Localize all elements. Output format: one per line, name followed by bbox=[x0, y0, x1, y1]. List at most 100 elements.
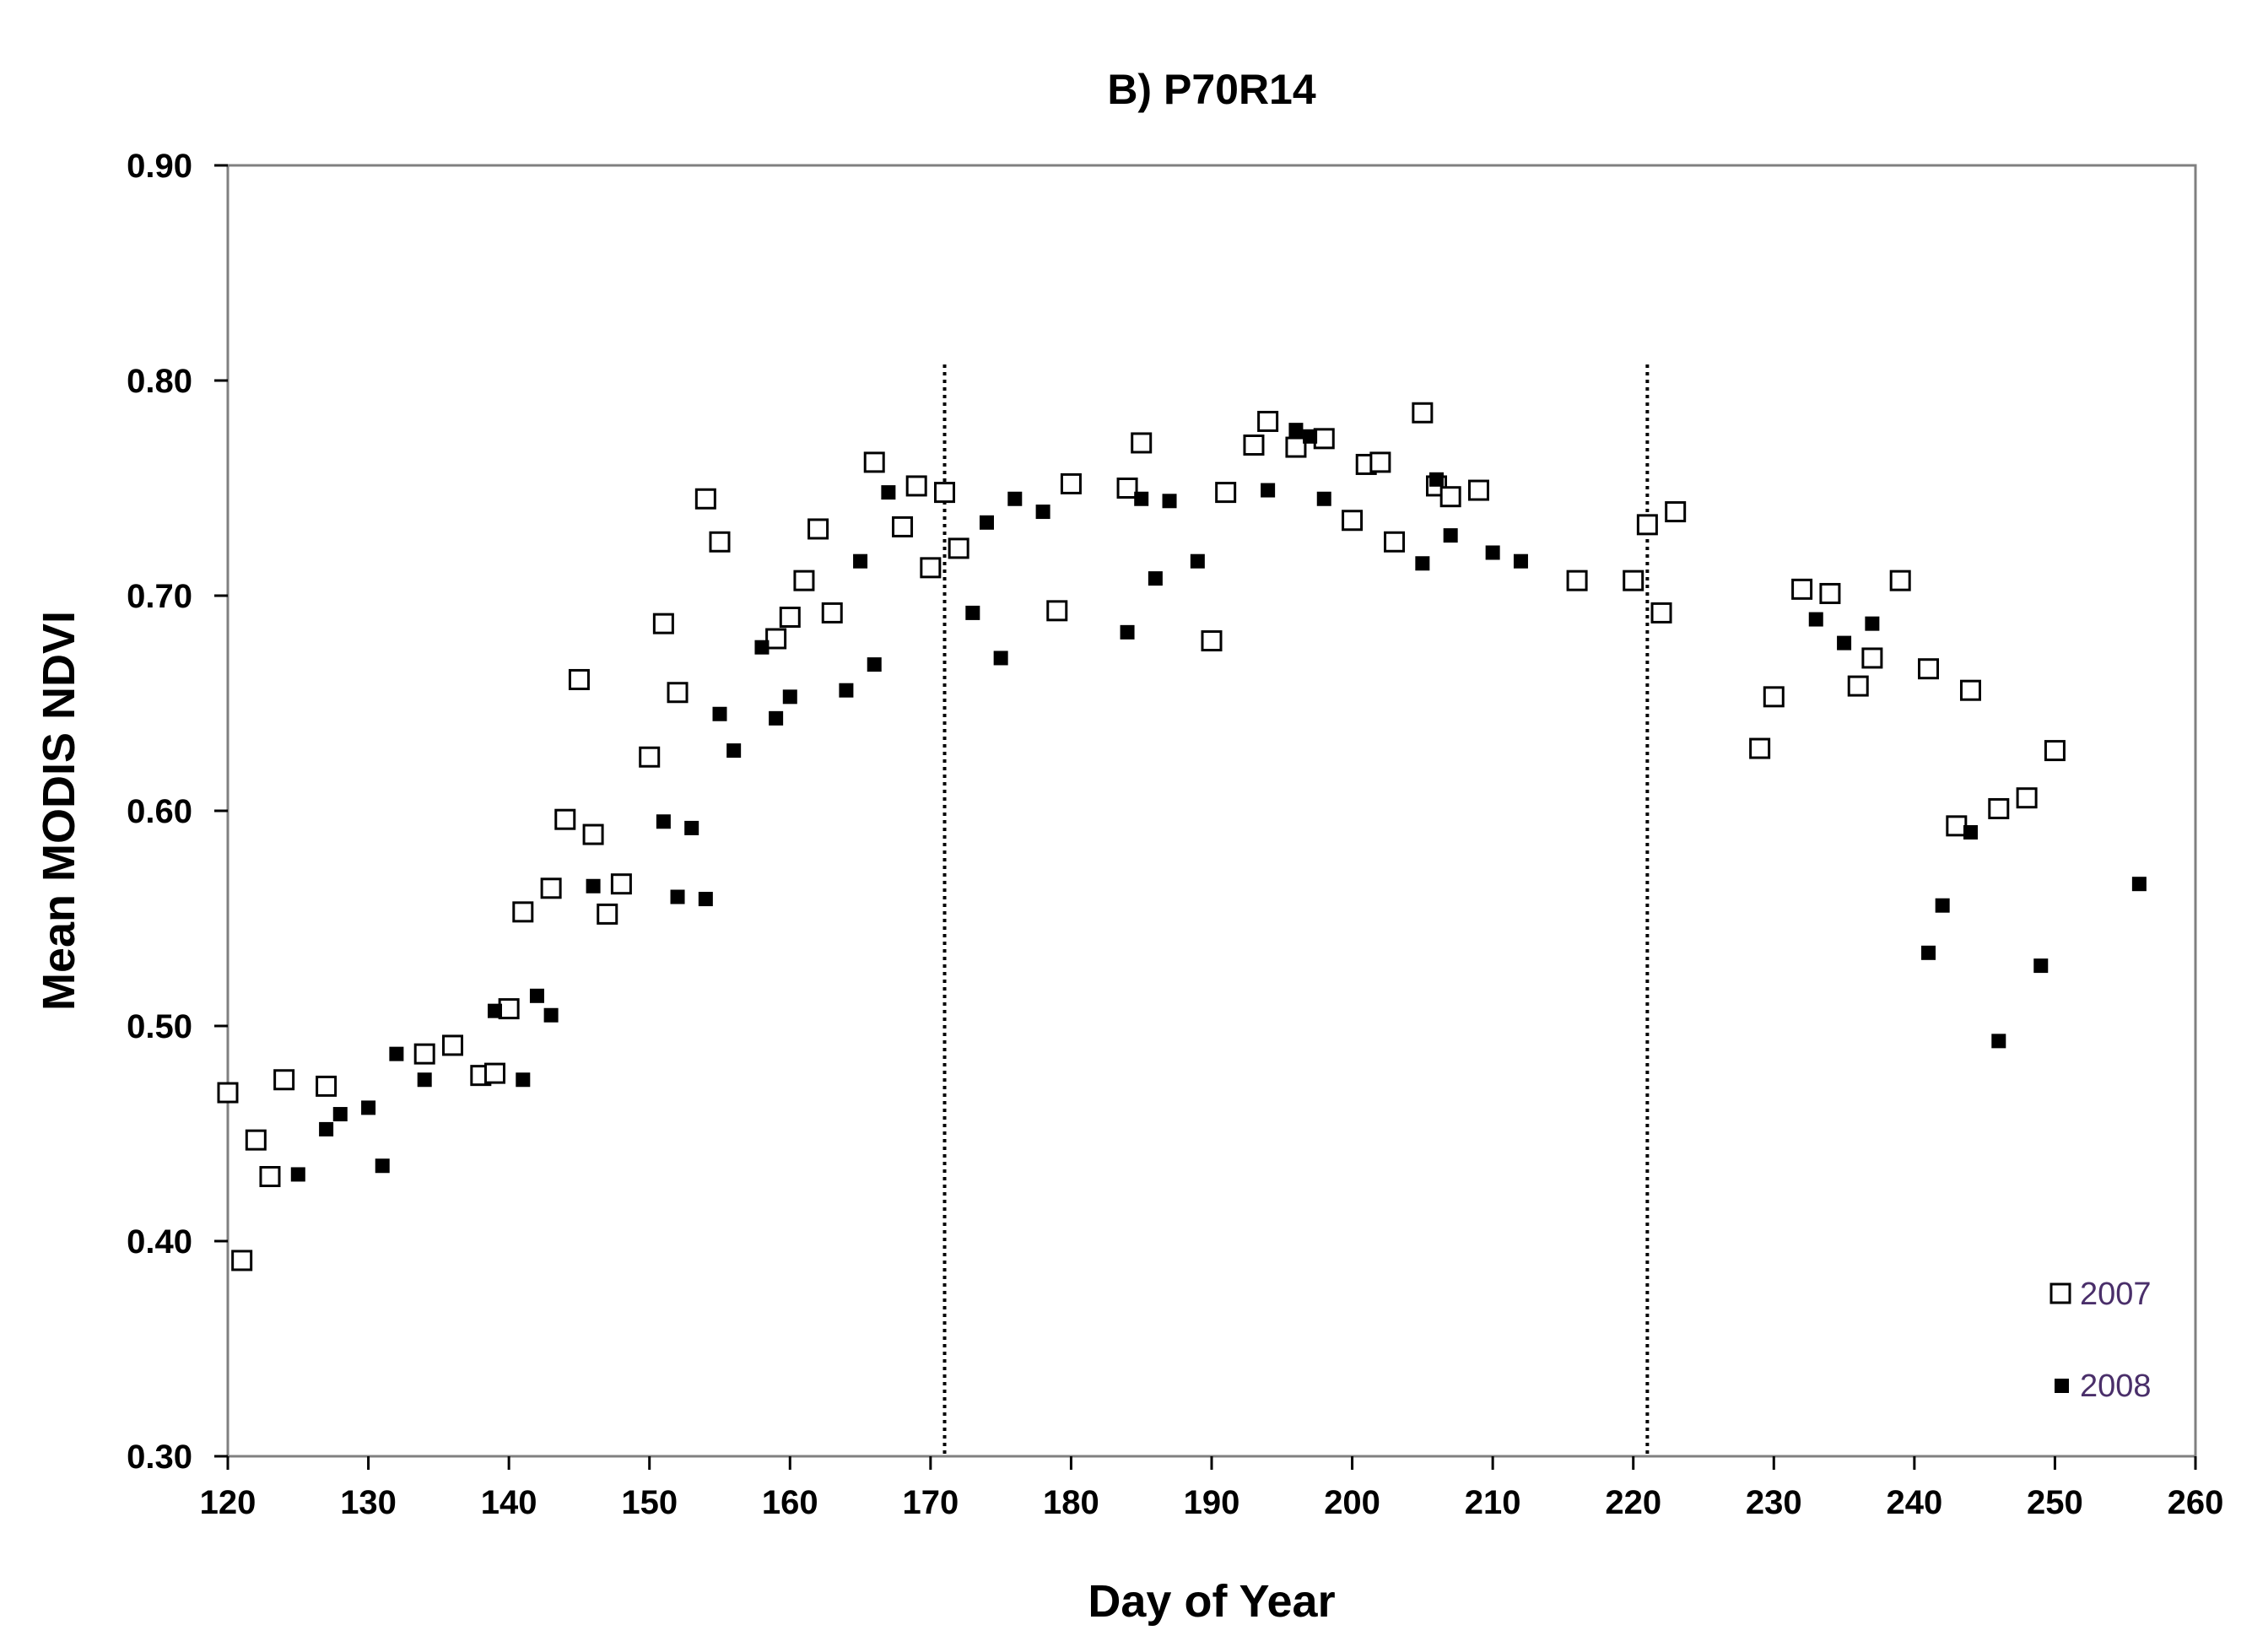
point-2008 bbox=[1190, 553, 1205, 569]
legend-label-2008: 2008 bbox=[2080, 1369, 2152, 1404]
point-2007 bbox=[1636, 514, 1658, 536]
point-2007 bbox=[1918, 658, 1940, 680]
point-2008 bbox=[853, 553, 868, 569]
point-2008 bbox=[1921, 945, 1936, 960]
point-2007 bbox=[807, 518, 829, 540]
y-tick-label: 0.40 bbox=[127, 1223, 192, 1261]
point-2008 bbox=[965, 605, 980, 620]
point-2008 bbox=[1513, 553, 1528, 569]
point-2008 bbox=[417, 1072, 432, 1088]
point-2007 bbox=[483, 1062, 505, 1084]
point-2008 bbox=[1991, 1034, 2006, 1049]
point-2008 bbox=[1148, 571, 1163, 586]
point-2008 bbox=[586, 878, 601, 893]
point-2007 bbox=[554, 808, 576, 830]
point-2008 bbox=[670, 889, 685, 904]
point-2007 bbox=[1959, 679, 1981, 701]
point-2008 bbox=[726, 743, 742, 759]
y-tick-label: 0.80 bbox=[127, 363, 192, 400]
point-2007 bbox=[442, 1034, 464, 1056]
point-2007 bbox=[1439, 486, 1461, 508]
point-2007 bbox=[1791, 578, 1813, 600]
point-2007 bbox=[1665, 501, 1687, 523]
point-2007 bbox=[1201, 630, 1223, 652]
point-2007 bbox=[231, 1250, 253, 1271]
x-tick-label: 190 bbox=[1184, 1484, 1240, 1521]
point-2007 bbox=[1342, 510, 1364, 532]
x-tick-label: 170 bbox=[902, 1484, 959, 1521]
x-tick-label: 230 bbox=[1746, 1484, 1802, 1521]
point-2007 bbox=[709, 531, 731, 553]
point-2008 bbox=[1415, 556, 1430, 571]
point-2007 bbox=[892, 516, 914, 537]
point-2008 bbox=[698, 892, 713, 907]
y-axis-label: Mean MODIS NDVI bbox=[34, 611, 84, 1011]
point-2007 bbox=[1116, 478, 1138, 499]
point-2008 bbox=[769, 710, 784, 726]
point-2007 bbox=[1257, 410, 1279, 432]
x-tick-label: 200 bbox=[1324, 1484, 1380, 1521]
point-2008 bbox=[1808, 612, 1823, 627]
point-2008 bbox=[993, 651, 1008, 666]
x-axis-label: Day of Year bbox=[1088, 1576, 1335, 1627]
point-2007 bbox=[1819, 582, 1841, 604]
point-2007 bbox=[1988, 797, 2010, 819]
point-2007 bbox=[2016, 787, 2038, 809]
point-2008 bbox=[1303, 429, 1318, 444]
point-2007 bbox=[2044, 740, 2066, 762]
point-2008 bbox=[1429, 472, 1445, 487]
point-2008 bbox=[290, 1167, 305, 1182]
x-tick-label: 260 bbox=[2168, 1484, 2224, 1521]
x-tick-label: 140 bbox=[481, 1484, 537, 1521]
point-2008 bbox=[2131, 877, 2147, 892]
y-tick-label: 0.50 bbox=[127, 1008, 192, 1045]
point-2007 bbox=[512, 901, 534, 923]
point-2008 bbox=[1261, 483, 1276, 498]
series-2007 bbox=[217, 402, 2066, 1271]
point-2008 bbox=[1316, 491, 1331, 506]
point-2007 bbox=[217, 1082, 239, 1104]
point-2007 bbox=[1060, 472, 1082, 494]
point-2007 bbox=[413, 1043, 435, 1065]
chart-title: B) P70R14 bbox=[1107, 66, 1316, 113]
point-2007 bbox=[667, 682, 689, 704]
point-2008 bbox=[1162, 494, 1177, 509]
point-2008 bbox=[1963, 825, 1978, 839]
point-2007 bbox=[905, 475, 927, 497]
point-2008 bbox=[1443, 528, 1458, 543]
plot-area bbox=[226, 164, 2197, 1458]
point-2007 bbox=[639, 746, 661, 768]
point-2007 bbox=[259, 1166, 281, 1187]
x-tick-label: 220 bbox=[1605, 1484, 1661, 1521]
point-2008 bbox=[712, 706, 727, 721]
point-2007 bbox=[1412, 402, 1434, 424]
point-2007 bbox=[934, 482, 956, 504]
point-2008 bbox=[1120, 624, 1135, 640]
point-2007 bbox=[1131, 432, 1153, 454]
point-2007 bbox=[1215, 482, 1237, 504]
point-2007 bbox=[1384, 531, 1406, 553]
point-2008 bbox=[782, 689, 797, 705]
point-2007 bbox=[1889, 570, 1911, 591]
point-2008 bbox=[361, 1100, 376, 1115]
point-2007 bbox=[1763, 686, 1785, 708]
point-2008 bbox=[389, 1046, 404, 1061]
point-2007 bbox=[1861, 647, 1883, 669]
point-2008 bbox=[1007, 491, 1023, 506]
point-2007 bbox=[1566, 570, 1588, 591]
point-2008 bbox=[1935, 898, 1950, 913]
point-2008 bbox=[1865, 616, 1880, 631]
point-2008 bbox=[375, 1158, 390, 1174]
point-2008 bbox=[332, 1107, 348, 1122]
point-2007 bbox=[1369, 451, 1391, 473]
point-2008 bbox=[684, 820, 699, 835]
series-2008 bbox=[290, 423, 2147, 1182]
y-tick-label: 0.60 bbox=[127, 793, 192, 830]
y-tick-label: 0.30 bbox=[127, 1439, 192, 1476]
point-2007 bbox=[540, 877, 562, 899]
point-2007 bbox=[1046, 600, 1068, 622]
point-2008 bbox=[839, 683, 854, 698]
point-2008 bbox=[656, 814, 671, 829]
point-2008 bbox=[881, 485, 896, 500]
